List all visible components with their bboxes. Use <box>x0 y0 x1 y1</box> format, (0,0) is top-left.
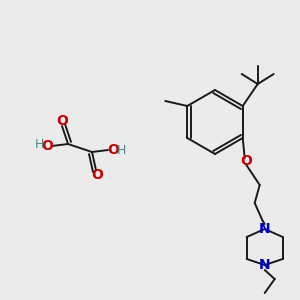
Text: H: H <box>34 139 44 152</box>
Text: O: O <box>107 143 119 157</box>
Text: H: H <box>116 145 126 158</box>
Text: N: N <box>259 258 271 272</box>
Text: O: O <box>240 154 252 168</box>
Text: O: O <box>91 168 103 182</box>
Text: O: O <box>41 139 53 153</box>
Text: N: N <box>259 222 271 236</box>
Text: O: O <box>56 114 68 128</box>
